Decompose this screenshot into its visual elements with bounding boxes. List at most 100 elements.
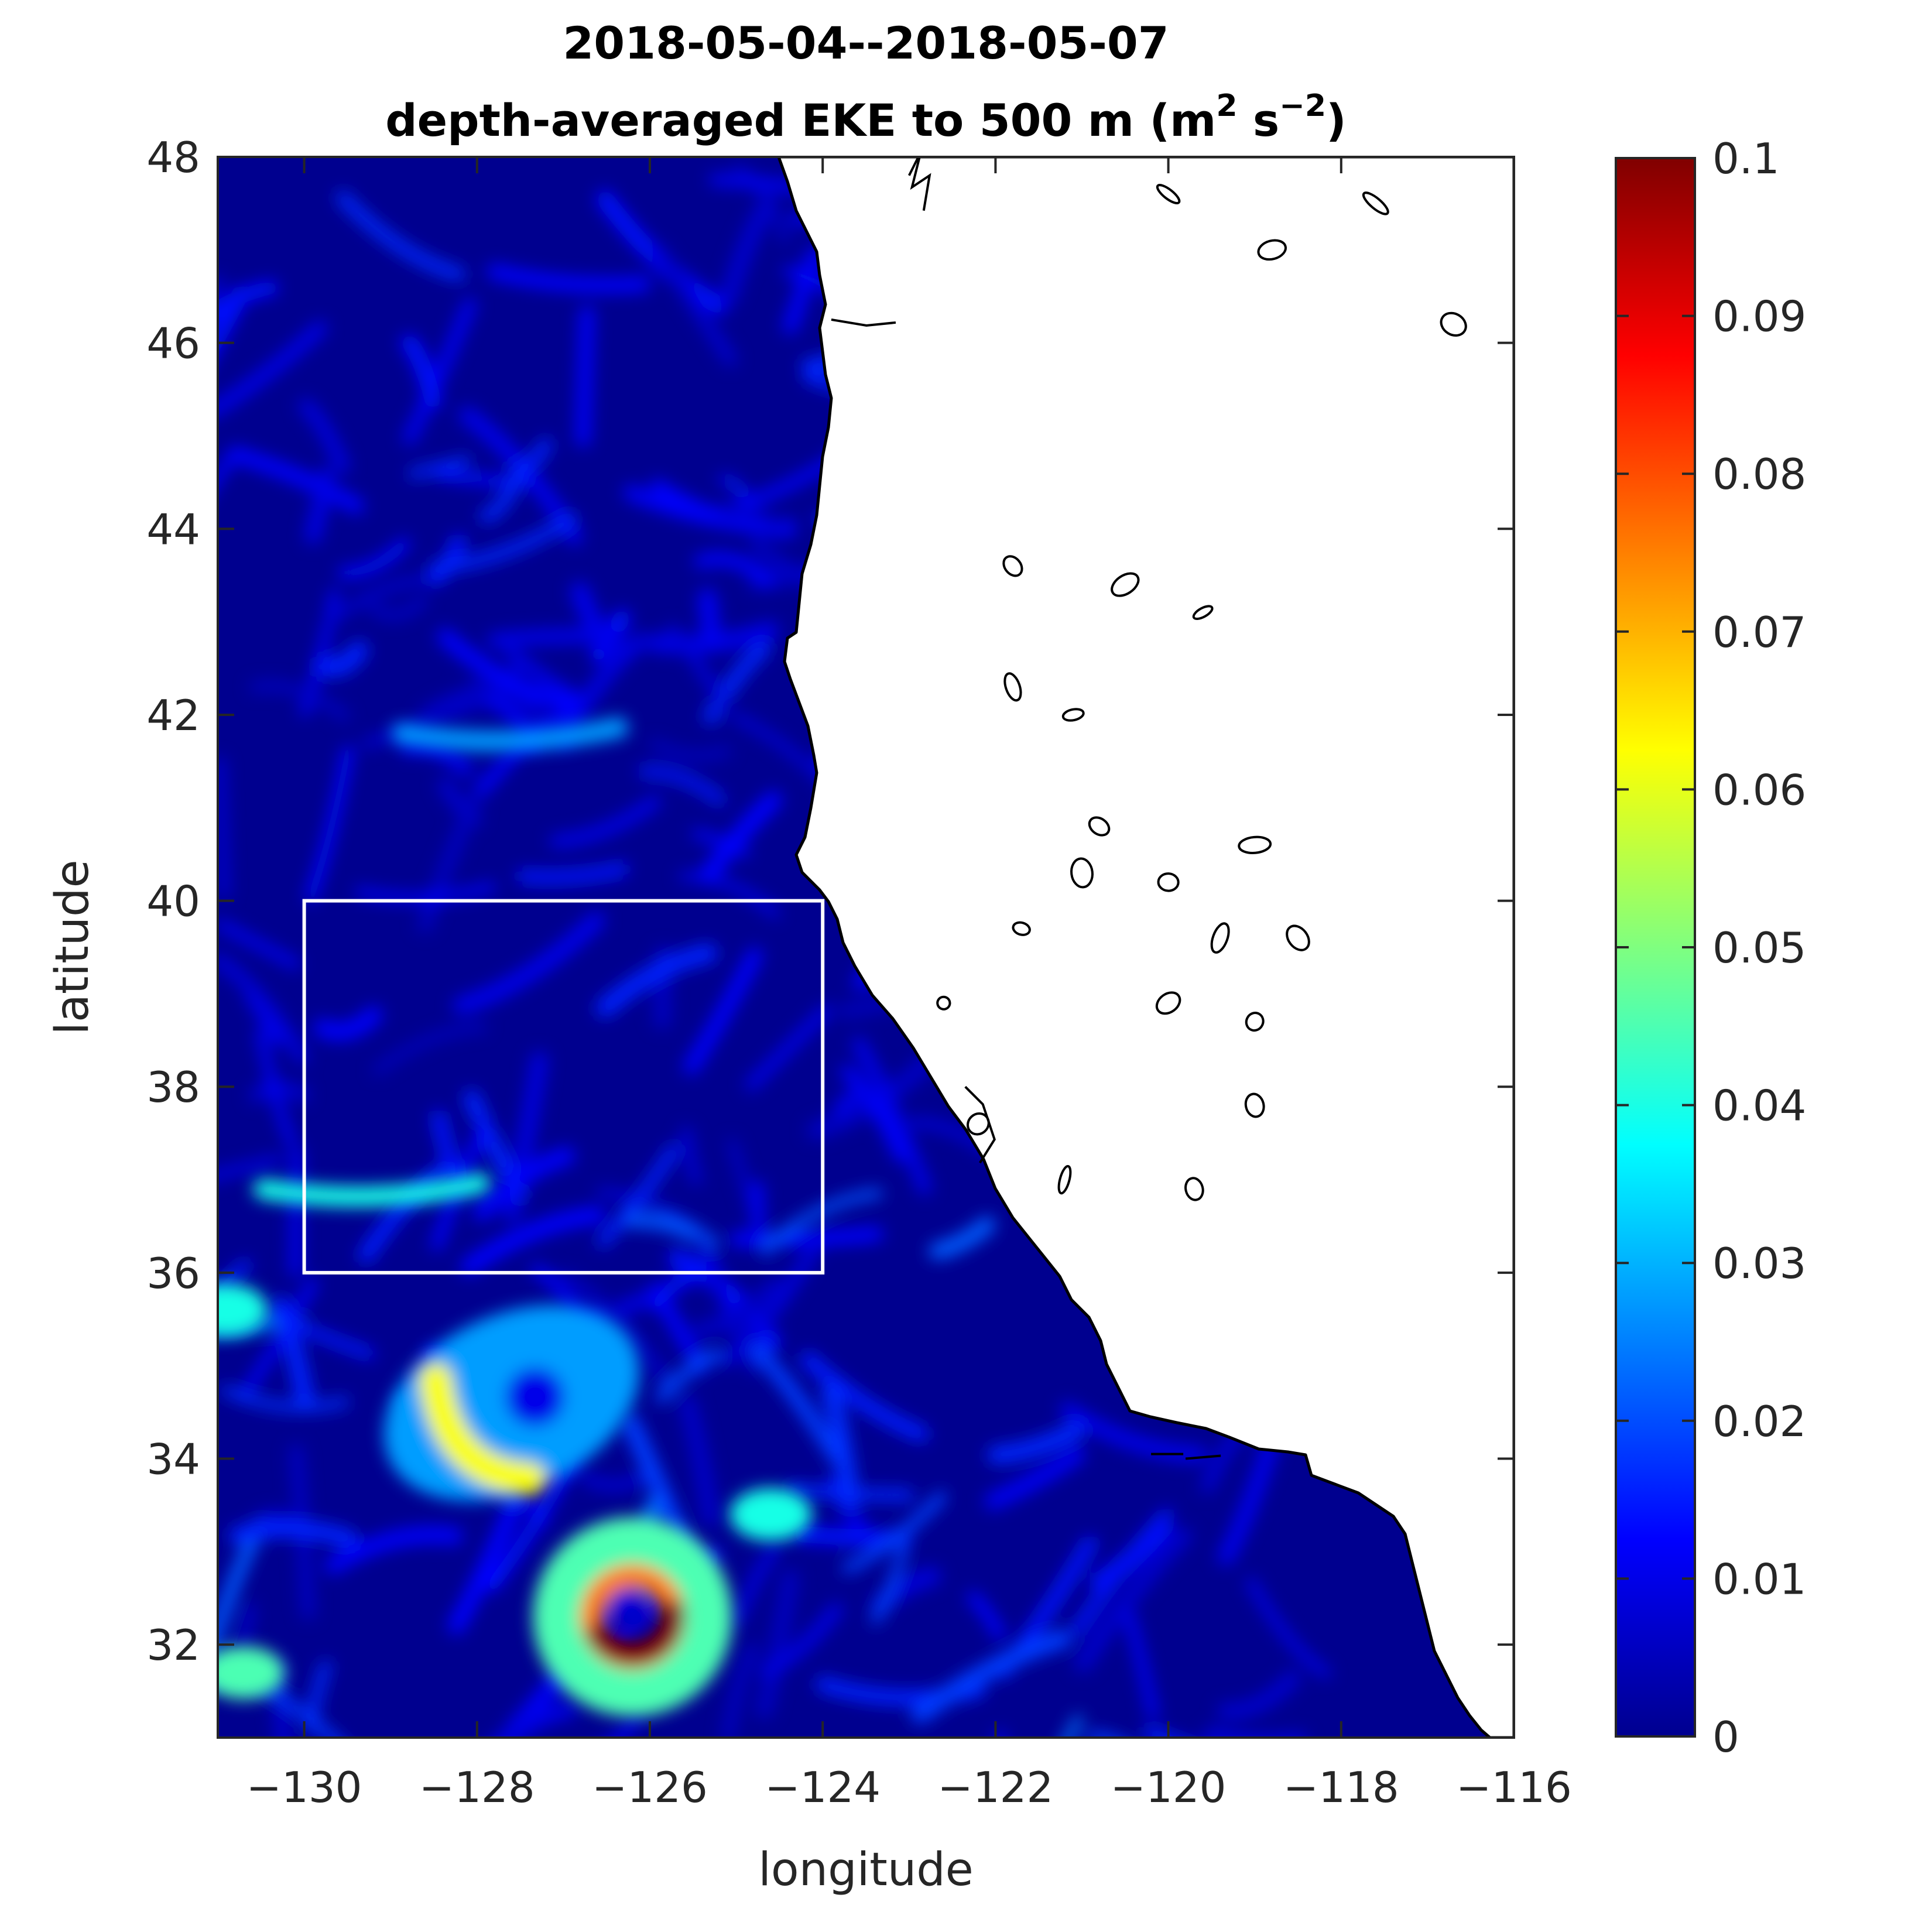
eke-filament <box>623 485 797 535</box>
eke-filament <box>720 1239 822 1367</box>
puget-sound-outline <box>908 157 931 211</box>
study-region-box <box>302 899 825 1275</box>
lake-outline <box>1061 708 1085 722</box>
x-axis-label: longitude <box>758 1844 974 1896</box>
x-tick-label: −130 <box>246 1763 362 1812</box>
eke-filament <box>402 297 477 445</box>
eke-filament <box>1119 1597 1159 1720</box>
eke-filament <box>473 1147 576 1221</box>
eke-filament <box>229 1520 358 1548</box>
eke-filament <box>612 1714 643 1738</box>
eke-filament <box>373 1022 487 1075</box>
eke-filament <box>556 1271 672 1385</box>
eke-filament <box>549 795 661 848</box>
eke-filament <box>554 633 648 749</box>
eke-filament <box>509 438 553 475</box>
y-axis-ticks: 32 34 36 38 40 42 44 46 48 <box>146 133 1514 1670</box>
eke-filament <box>485 1451 580 1593</box>
colorbar-tick-label: 0.08 <box>1712 450 1806 499</box>
eke-filament <box>218 919 300 970</box>
y-tick-label: 38 <box>146 1063 200 1112</box>
eke-filament <box>326 575 424 626</box>
eke-filament <box>679 1395 720 1527</box>
land-mask <box>777 157 1514 1738</box>
colorbar-tick-label: 0.06 <box>1712 765 1806 814</box>
y-axis-label: latitude <box>46 859 99 1034</box>
colorbar-tick-label: 0.03 <box>1712 1239 1806 1288</box>
eke-filament <box>487 629 597 648</box>
eke-filament <box>336 191 465 281</box>
colorbar-tick-label: 0.07 <box>1712 608 1806 657</box>
eddy-ring-32.2N-core <box>586 1599 685 1666</box>
eke-filament <box>313 1006 383 1041</box>
eke-filament <box>235 1603 255 1652</box>
eke-filament <box>300 588 339 717</box>
plot-frame <box>217 156 1515 1739</box>
title-units-mid: s <box>1238 94 1280 146</box>
eke-filament <box>731 1543 781 1626</box>
eke-filament <box>304 468 334 544</box>
eke-filament <box>596 1143 680 1248</box>
eke-filament <box>312 640 369 677</box>
eke-filament <box>698 588 721 648</box>
eke-filament <box>400 334 442 409</box>
eke-filament <box>852 1037 931 1195</box>
plot-area <box>218 157 1514 1738</box>
eke-filament <box>720 194 778 306</box>
lake-outline <box>1440 311 1467 337</box>
colorbar-ticks: 0 0.01 0.02 0.03 0.04 0.05 0.06 0.07 0.08 0.09 0.1 <box>1616 134 1806 1762</box>
eke-filament <box>656 1348 722 1403</box>
eke-filament <box>430 513 577 574</box>
lake-outline <box>1362 191 1389 215</box>
eke-filament <box>652 244 737 366</box>
edge-blob-35.5N <box>218 1283 268 1337</box>
x-tick-label: −122 <box>938 1763 1054 1812</box>
eke-filament <box>967 1591 1005 1640</box>
eke-filament <box>650 739 731 761</box>
eke-filament <box>218 286 249 354</box>
eke-filament <box>929 1216 996 1260</box>
eke-filament <box>368 595 428 620</box>
eddy-ring-32.2N-center <box>609 1587 645 1623</box>
lake-outline <box>1157 872 1180 892</box>
eke-filament <box>355 882 496 902</box>
eke-filament <box>984 1445 1085 1510</box>
colorbar-tick-label: 0.02 <box>1712 1397 1806 1446</box>
eke-filament <box>745 1005 832 1091</box>
title-units-sup1: 2 <box>1216 88 1237 124</box>
eke-filament <box>694 552 773 586</box>
eke-filament <box>479 472 523 523</box>
lake-outline <box>1210 922 1230 954</box>
eke-filament <box>680 1126 702 1186</box>
lake-outline <box>1244 1092 1265 1118</box>
eke-filament <box>298 399 350 474</box>
eke-filament <box>249 1081 310 1103</box>
filament-42N <box>392 717 629 751</box>
columbia-river-outline <box>831 318 896 327</box>
lake-outline <box>1012 921 1031 936</box>
eke-filament <box>683 947 763 1075</box>
edge-blob-31.5N <box>218 1646 285 1699</box>
eke-filament <box>218 757 229 899</box>
eke-filament <box>417 778 489 933</box>
lake-outline <box>1286 924 1310 951</box>
eke-filament <box>249 681 350 722</box>
eke-filament <box>639 766 725 806</box>
lake-outline <box>1088 816 1111 837</box>
eke-filament <box>755 1569 799 1719</box>
eke-filament <box>408 456 471 479</box>
eke-filament <box>1064 1715 1083 1738</box>
colorbar-tick-label: 0.01 <box>1712 1554 1806 1604</box>
eke-filament <box>595 944 718 1018</box>
eke-filament <box>218 321 327 416</box>
eke-filament <box>1246 1577 1331 1678</box>
eddy-ring-34.5N-core <box>419 1363 546 1495</box>
eke-filament <box>437 628 582 711</box>
eke-filament <box>910 1629 1072 1724</box>
eke-filament <box>487 263 651 293</box>
lake-outline <box>1192 605 1214 621</box>
eddy-ring-34.5N-center <box>505 1368 564 1427</box>
title-units-sup2: −2 <box>1279 88 1326 124</box>
eke-filament <box>840 1066 907 1163</box>
eke-filament <box>679 872 780 918</box>
